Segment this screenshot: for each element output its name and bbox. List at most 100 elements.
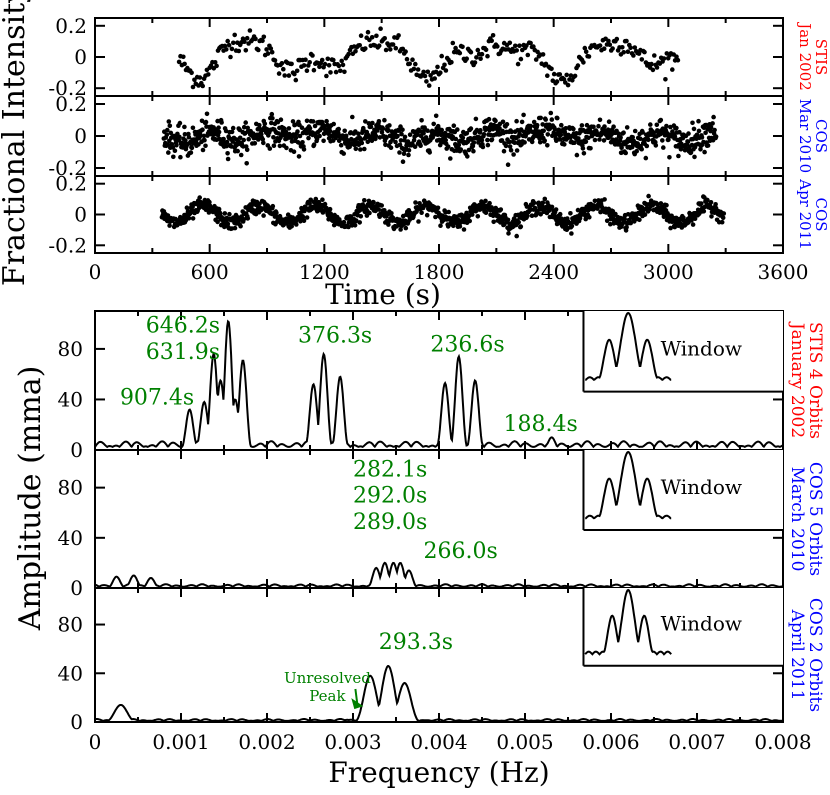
data-point [644, 143, 650, 149]
data-point [293, 135, 299, 140]
data-point [572, 73, 578, 79]
data-point [685, 139, 691, 145]
data-point [654, 65, 660, 70]
data-point [575, 207, 581, 213]
data-point [579, 123, 585, 128]
data-point [503, 143, 509, 149]
y-tick-label: 0 [70, 438, 83, 462]
data-point [564, 72, 569, 78]
data-point [514, 48, 519, 53]
data-point [301, 63, 307, 68]
data-point [333, 69, 339, 75]
data-point [274, 210, 279, 216]
data-point [518, 56, 524, 62]
data-point [283, 129, 289, 135]
data-point [282, 73, 288, 78]
data-point [183, 138, 188, 143]
data-point [514, 148, 520, 153]
data-point [327, 128, 333, 134]
data-point [346, 51, 351, 57]
data-point [435, 205, 441, 211]
data-point [243, 48, 249, 53]
data-point [365, 29, 371, 35]
data-point [557, 72, 563, 77]
data-point [165, 213, 171, 218]
data-point [610, 137, 615, 142]
data-point [388, 47, 393, 52]
data-point [238, 223, 243, 229]
data-point [253, 36, 258, 42]
data-point [719, 219, 725, 225]
data-point [625, 212, 631, 217]
period-annotation: 236.6s [430, 332, 504, 357]
data-point [571, 126, 576, 132]
data-point [631, 53, 636, 58]
data-point [534, 122, 540, 128]
period-annotation: 266.0s [424, 539, 498, 564]
arrow-line [354, 688, 359, 705]
data-point [620, 45, 625, 50]
data-point [582, 45, 588, 51]
data-point [235, 148, 240, 154]
data-point [206, 72, 211, 77]
data-point [255, 47, 261, 53]
y-tick-label: -0.2 [48, 76, 87, 100]
data-point [666, 137, 671, 143]
panel-label-line: Jan 2002 [796, 21, 814, 91]
panel-label-line: Mar 2010 [796, 99, 814, 173]
top-x-axis-label: Time (s) [325, 278, 441, 311]
data-point [721, 211, 727, 216]
data-point [518, 224, 524, 229]
data-point [200, 83, 205, 89]
data-point [672, 134, 678, 139]
panel-label-line: COS 5 Orbits [805, 462, 825, 576]
data-point [602, 197, 607, 202]
data-point [545, 73, 550, 78]
data-point [628, 220, 633, 226]
data-point [637, 136, 643, 141]
data-point [171, 154, 176, 160]
data-point [262, 121, 268, 127]
data-point [553, 207, 559, 212]
data-point [628, 45, 633, 51]
data-point [219, 120, 224, 125]
data-point [325, 56, 331, 62]
data-point [368, 124, 374, 130]
data-point [357, 43, 363, 48]
data-point [221, 136, 226, 142]
data-point [572, 140, 577, 145]
data-point [382, 117, 387, 123]
data-point [574, 152, 580, 158]
data-point [495, 44, 500, 49]
data-point [200, 127, 205, 132]
data-point [646, 193, 651, 199]
data-point [388, 145, 394, 150]
data-point [456, 142, 462, 148]
data-point [236, 48, 242, 54]
data-point [581, 151, 587, 156]
data-point [565, 82, 571, 88]
data-point [419, 210, 424, 215]
data-point [246, 136, 251, 142]
data-point [507, 144, 513, 149]
data-point [608, 221, 613, 227]
data-point [317, 64, 322, 70]
data-point [379, 203, 385, 208]
data-point [428, 73, 433, 78]
data-point [623, 150, 628, 156]
data-point [197, 195, 202, 200]
data-point [375, 128, 380, 133]
data-point [370, 120, 375, 126]
data-point [658, 201, 664, 206]
data-point [310, 53, 315, 58]
data-point [514, 233, 519, 239]
data-point [485, 142, 491, 148]
data-point [686, 131, 691, 136]
data-point [545, 132, 551, 137]
data-point [341, 151, 347, 156]
period-annotation: 646.2s [146, 313, 220, 338]
